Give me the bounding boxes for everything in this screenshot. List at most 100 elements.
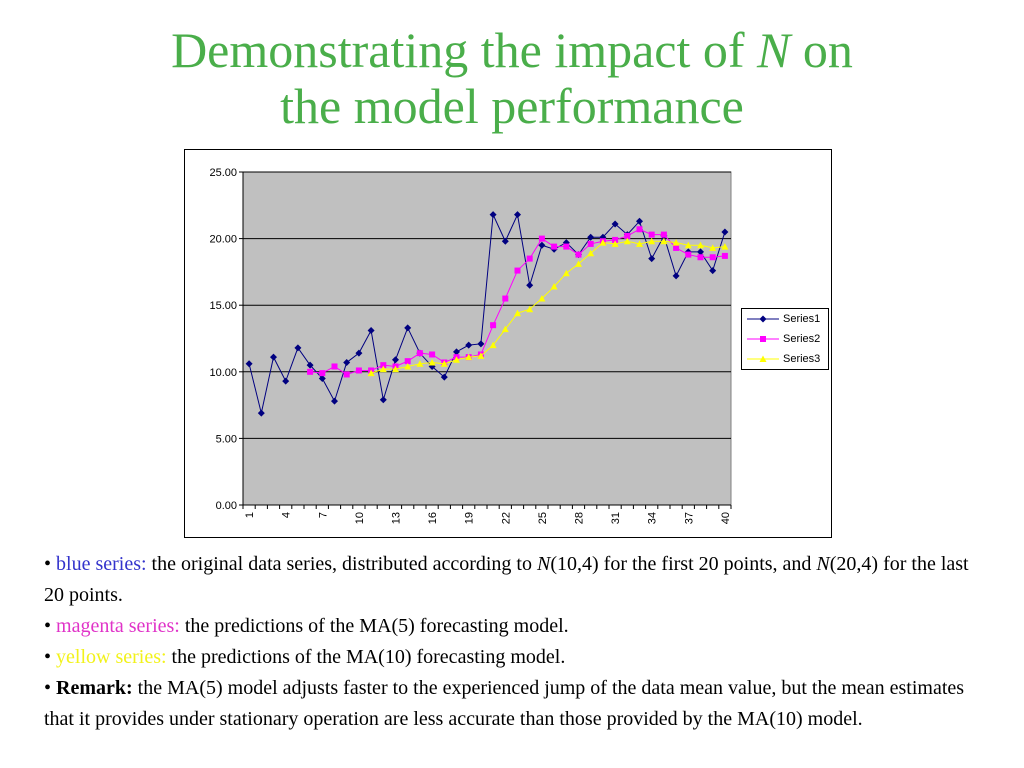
series1-point — [379, 396, 387, 404]
plot-area — [242, 171, 732, 506]
series3-point — [599, 239, 607, 246]
series2-point — [331, 363, 338, 370]
series2-point — [648, 231, 655, 238]
series1-point — [672, 272, 680, 280]
series1-point — [392, 356, 399, 364]
bullet-text-blue-b: (10,4) for the first 20 points, and — [550, 553, 817, 575]
bullet-label-magenta: magenta series: — [56, 615, 180, 637]
bullet-text-magenta: the predictions of the MA(5) forecasting… — [179, 615, 569, 637]
series1-point — [367, 327, 375, 335]
series3-point — [538, 295, 546, 302]
series2-point — [319, 370, 326, 377]
series2-point — [612, 236, 619, 243]
title-variable: N — [757, 22, 791, 78]
legend-marker-series3 — [747, 355, 779, 362]
series3-point — [489, 341, 497, 349]
series3-point — [416, 360, 424, 367]
series1-point — [270, 353, 277, 361]
series3-point — [575, 260, 582, 267]
bullet-text-blue-c: (20,4) for the last 20 points. — [44, 553, 969, 606]
bullet-yellow-series: • yellow series: the predictions of the … — [44, 646, 566, 668]
series3-point — [636, 240, 643, 247]
series2-point — [685, 251, 692, 258]
series3-point — [709, 244, 717, 251]
series2-point — [307, 368, 314, 375]
series2-point — [587, 240, 594, 247]
series2-point — [697, 254, 704, 261]
series2-point — [721, 252, 728, 259]
legend-item-series2: Series2 — [742, 329, 828, 349]
series3-point — [514, 309, 521, 317]
x-tick-label: 10 — [354, 512, 366, 524]
series3-point — [587, 249, 595, 257]
legend-label-series2: Series2 — [783, 333, 821, 345]
legend-label-series1: Series1 — [783, 313, 821, 325]
series3-point — [672, 239, 680, 246]
x-tick-label: 34 — [647, 512, 659, 524]
bullet-magenta-series: • magenta series: the predictions of the… — [44, 615, 569, 637]
series3-point — [428, 358, 436, 366]
series1-point — [245, 360, 253, 368]
legend-item-series3: Series3 — [742, 349, 828, 369]
series2-point — [624, 232, 631, 239]
legend-label-series3: Series3 — [783, 353, 821, 365]
series1-point — [331, 397, 338, 405]
series3-point — [550, 283, 558, 290]
series1-point — [355, 349, 363, 357]
x-tick-label: 7 — [317, 512, 329, 518]
series-line-1 — [248, 212, 726, 414]
series2-point — [526, 255, 533, 262]
series2-point — [551, 243, 558, 250]
series3-point — [392, 365, 399, 373]
series3-point — [648, 237, 656, 245]
series3-point — [501, 325, 509, 333]
series1-point — [318, 374, 326, 382]
line-chart: 0.00 5.00 10.00 15.00 20.00 25.00 1 4 7 10 13 16 19 2… — [209, 167, 732, 524]
bullet-text-blue-a: the original data series, distributed ac… — [146, 553, 537, 575]
title-line1-post: on — [790, 22, 853, 78]
series3-point — [465, 353, 473, 361]
series1-point — [514, 211, 521, 219]
series1-point — [648, 255, 656, 263]
slide-title: Demonstrating the impact of N on the mod… — [0, 22, 1024, 134]
series1-point — [562, 239, 570, 247]
series3-point — [440, 360, 448, 367]
chart-legend: Series1 Series2 Series3 — [741, 308, 829, 370]
legend-marker-series1 — [747, 315, 779, 323]
bullet-remark: • Remark: the MA(5) model adjusts faster… — [44, 677, 965, 730]
x-tick-label: 22 — [500, 512, 512, 524]
x-tick-label: 4 — [281, 512, 293, 518]
y-tick-label: 10.00 — [209, 367, 237, 379]
series2-point — [575, 251, 582, 258]
series1-point — [440, 373, 448, 381]
series1-point — [611, 220, 619, 228]
series1-point — [257, 409, 265, 417]
series2-point — [416, 350, 423, 357]
series1-point — [343, 358, 351, 366]
series2-point — [502, 295, 509, 302]
x-tick-label: 25 — [537, 512, 549, 524]
series3-point — [623, 237, 631, 245]
series1-point — [404, 324, 412, 332]
y-tick-label: 25.00 — [209, 167, 237, 179]
bullet-text-remark: the MA(5) model adjusts faster to the ex… — [44, 677, 965, 730]
series2-point — [538, 235, 545, 242]
series1-point — [697, 248, 704, 256]
series2-point — [429, 351, 436, 358]
series1-point — [721, 228, 729, 236]
series2-point — [355, 367, 362, 374]
x-tick-label: 31 — [610, 512, 622, 524]
x-tick-label: 13 — [391, 512, 403, 524]
series1-point — [587, 233, 595, 241]
series1-point — [538, 241, 546, 249]
y-tick-label: 15.00 — [209, 300, 237, 312]
series3-point — [562, 269, 570, 277]
series3-point — [379, 365, 387, 373]
series1-point — [428, 362, 436, 370]
series3-point — [697, 241, 704, 249]
series1-point — [465, 341, 473, 349]
series3-point — [611, 240, 619, 247]
series1-point — [477, 340, 485, 348]
chart-frame: 0.00 5.00 10.00 15.00 20.00 25.00 1 4 7 10 13 16 19 2… — [184, 149, 832, 538]
